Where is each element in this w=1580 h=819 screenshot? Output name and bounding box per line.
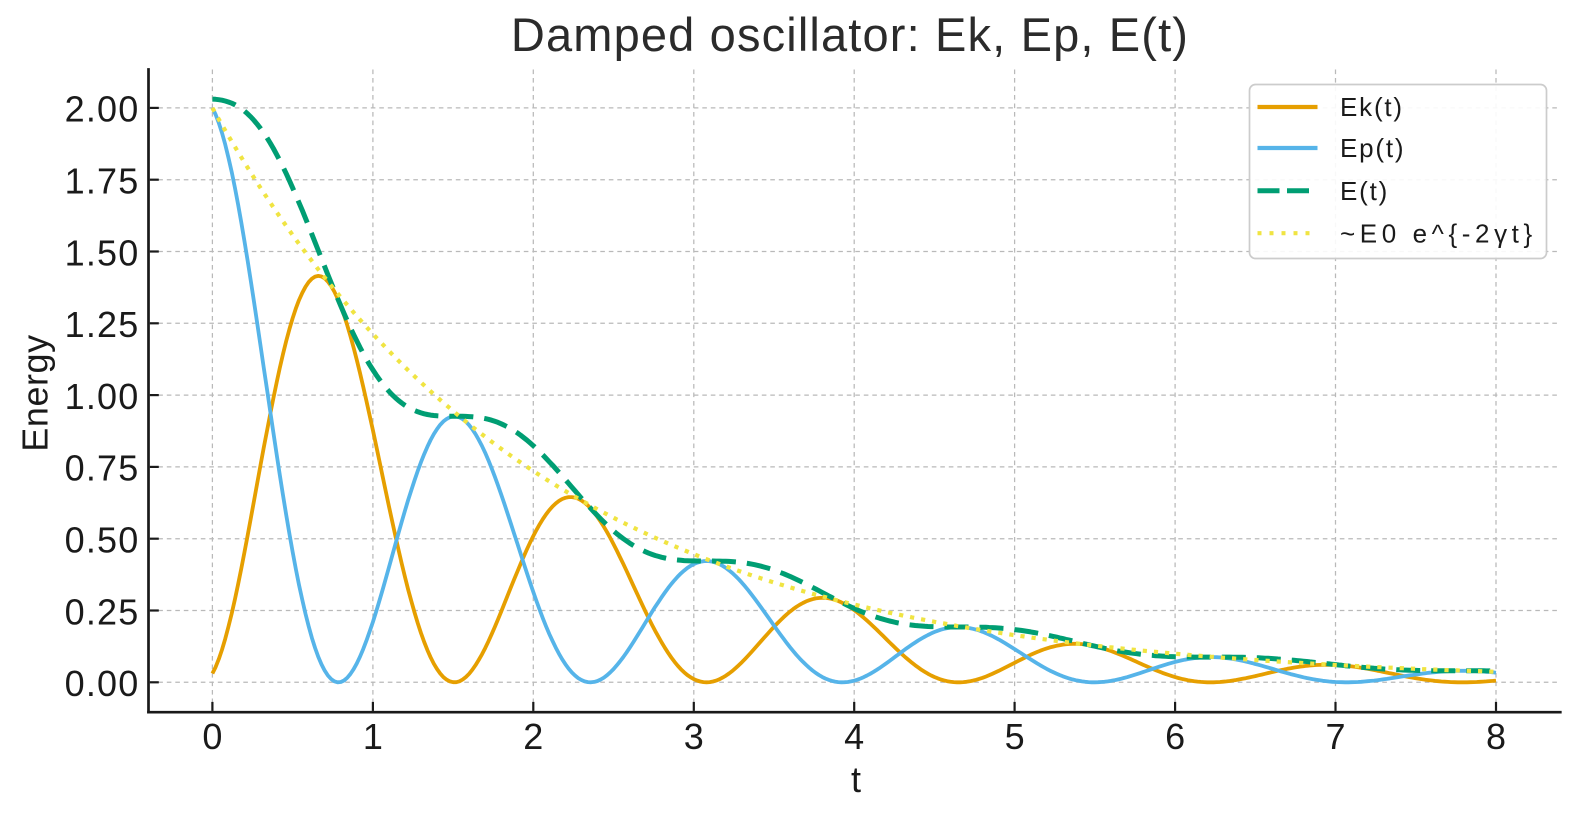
svg-text:5: 5 [1005, 716, 1025, 757]
svg-text:Damped oscillator: Ek, Ep, E(t: Damped oscillator: Ek, Ep, E(t) [511, 8, 1189, 61]
svg-text:6: 6 [1165, 716, 1185, 757]
svg-text:3: 3 [684, 716, 704, 757]
svg-text:1.00: 1.00 [65, 376, 140, 417]
svg-text:8: 8 [1486, 716, 1506, 757]
svg-text:4: 4 [844, 716, 864, 757]
svg-text:~E0 e^{-2γt}: ~E0 e^{-2γt} [1340, 218, 1537, 248]
svg-text:t: t [851, 759, 861, 800]
svg-text:Ep(t): Ep(t) [1340, 133, 1405, 163]
svg-text:2.00: 2.00 [65, 89, 140, 130]
svg-text:Ek(t): Ek(t) [1340, 92, 1404, 122]
svg-text:1.25: 1.25 [65, 304, 140, 345]
svg-text:7: 7 [1325, 716, 1345, 757]
svg-text:0.50: 0.50 [65, 520, 140, 561]
svg-text:1.75: 1.75 [65, 161, 140, 202]
svg-text:0.00: 0.00 [65, 663, 140, 704]
svg-text:Energy: Energy [15, 334, 56, 451]
svg-text:E(t): E(t) [1340, 176, 1389, 206]
svg-text:0.25: 0.25 [65, 591, 140, 632]
svg-text:2: 2 [523, 716, 543, 757]
svg-text:1.50: 1.50 [65, 232, 140, 273]
svg-text:1: 1 [363, 716, 383, 757]
svg-text:0.75: 0.75 [65, 448, 140, 489]
svg-text:0: 0 [202, 716, 222, 757]
